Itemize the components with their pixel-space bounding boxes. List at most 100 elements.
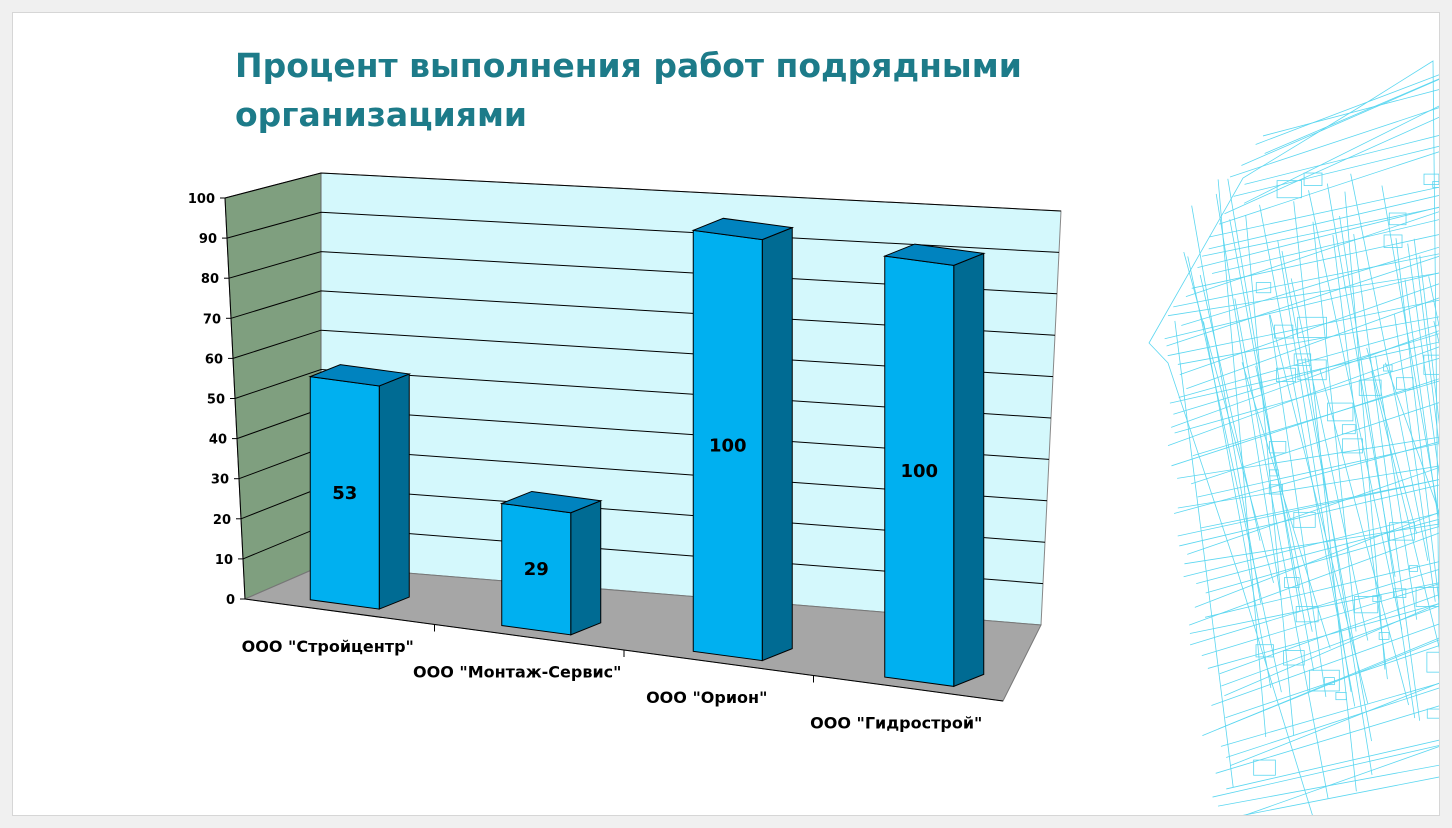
- y-tick-label: 30: [211, 473, 229, 488]
- wireframe-line: [1268, 314, 1327, 697]
- y-tick-label: 10: [215, 553, 233, 568]
- wireframe-line: [1339, 216, 1416, 719]
- wireframe-box: [1303, 172, 1323, 186]
- wireframe-line: [1187, 256, 1282, 693]
- wireframe-line: [1209, 186, 1439, 238]
- wireframe-line: [1212, 745, 1439, 798]
- wireframe-line: [1190, 402, 1439, 485]
- gridline: [234, 368, 1052, 419]
- wireframe-box: [1295, 606, 1319, 623]
- wireframe-box: [1383, 234, 1403, 248]
- wireframe-line: [1281, 250, 1372, 742]
- wireframe-line: [1229, 107, 1439, 178]
- bar-top: [499, 490, 603, 514]
- wireframe-line: [1205, 526, 1439, 594]
- wireframe-line: [1350, 173, 1429, 561]
- y-tick-label: 0: [226, 593, 235, 608]
- wireframe-line: [1264, 78, 1439, 154]
- category-label: ООО "Орион": [646, 688, 767, 707]
- wireframe-box: [1293, 511, 1316, 528]
- wireframe-line: [1186, 297, 1439, 390]
- wireframe-box: [1426, 708, 1439, 719]
- wireframe-box: [1378, 632, 1390, 640]
- y-tick-label: 20: [213, 513, 231, 528]
- bar-chart-3d: 0 10 20 30 40 50 60 70 80 90 100 53 ООО "Стройцентр"…: [188, 172, 1062, 732]
- wireframe-line: [1395, 238, 1439, 605]
- wireframe-line: [1312, 221, 1357, 632]
- wireframe-line: [1224, 603, 1439, 697]
- bar-side: [570, 500, 602, 636]
- wireframe-line: [1366, 347, 1418, 534]
- chart-title: Процент выполнения работ подрядными орга…: [235, 46, 1022, 134]
- wireframe-box: [1426, 651, 1439, 673]
- wireframe-box: [1415, 587, 1439, 607]
- wireframe-line: [1344, 191, 1386, 670]
- wireframe-line: [1371, 371, 1439, 649]
- bar-side: [378, 373, 410, 610]
- wireframe-line: [1277, 240, 1352, 692]
- wireframe-line: [1177, 316, 1439, 365]
- wireframe-line: [1177, 436, 1439, 479]
- wireframe-lines: [1148, 60, 1439, 815]
- wireframe-line: [1332, 234, 1388, 680]
- wireframe-box: [1389, 522, 1415, 541]
- wireframe-building-decoration: [1148, 60, 1439, 815]
- wireframe-box: [1323, 677, 1335, 686]
- wireframe-line: [1304, 357, 1373, 775]
- wireframe-line: [1189, 532, 1439, 626]
- wireframe-line: [1169, 341, 1439, 404]
- wireframe-line: [1191, 234, 1439, 289]
- wireframe-line: [1220, 683, 1439, 747]
- wireframe-line: [1173, 441, 1439, 514]
- wireframe-line: [1262, 89, 1439, 137]
- wireframe-line: [1224, 116, 1439, 215]
- wireframe-line: [1407, 243, 1439, 477]
- wireframe-line: [1197, 206, 1439, 269]
- wireframe-line: [1164, 272, 1439, 340]
- wireframe-box: [1393, 588, 1407, 598]
- data-label: 53: [332, 483, 357, 504]
- wireframe-line: [1167, 299, 1439, 357]
- wireframe-box: [1269, 441, 1287, 454]
- bar-top: [308, 364, 412, 387]
- wireframe-line: [1242, 776, 1439, 815]
- wireframe-line: [1218, 151, 1439, 225]
- wireframe-line: [1167, 272, 1439, 317]
- wireframe-box: [1284, 577, 1300, 588]
- y-tick-label: 50: [207, 393, 225, 408]
- wireframe-line: [1290, 278, 1369, 641]
- wireframe-box: [1268, 484, 1283, 495]
- wireframe-outline: [1148, 60, 1439, 815]
- wireframe-box: [1408, 565, 1418, 572]
- wireframe-box: [1423, 354, 1439, 375]
- gridline: [230, 290, 1056, 336]
- wireframe-line: [1413, 238, 1439, 448]
- wireframe-line: [1381, 185, 1439, 519]
- wireframe-line: [1179, 283, 1439, 375]
- wireframe-line: [1185, 211, 1439, 297]
- wireframe-line: [1174, 320, 1234, 788]
- gridline: [228, 251, 1058, 295]
- y-tick-label: 70: [203, 312, 221, 327]
- wireframe-line: [1229, 219, 1315, 671]
- wireframe-line: [1173, 253, 1439, 308]
- wireframe-line: [1181, 246, 1439, 326]
- wireframe-line: [1233, 145, 1439, 197]
- bar-side: [953, 252, 985, 688]
- wireframe-line: [1189, 582, 1439, 634]
- wireframe-line: [1241, 79, 1439, 166]
- wireframe-line: [1404, 279, 1439, 529]
- wireframe-box: [1396, 377, 1414, 390]
- wireframe-line: [1226, 739, 1439, 790]
- category-label: ООО "Монтаж-Сервис": [413, 662, 622, 681]
- wireframe-box: [1297, 316, 1327, 338]
- y-tick-label: 60: [205, 352, 223, 367]
- wireframe-line: [1196, 518, 1439, 585]
- wireframe-line: [1174, 358, 1439, 434]
- wireframe-line: [1177, 479, 1439, 537]
- y-tick-label: 90: [199, 232, 217, 247]
- gridline: [232, 329, 1054, 378]
- y-tick-label: 40: [209, 433, 227, 448]
- wireframe-line: [1308, 190, 1403, 630]
- wireframe-line: [1204, 561, 1439, 618]
